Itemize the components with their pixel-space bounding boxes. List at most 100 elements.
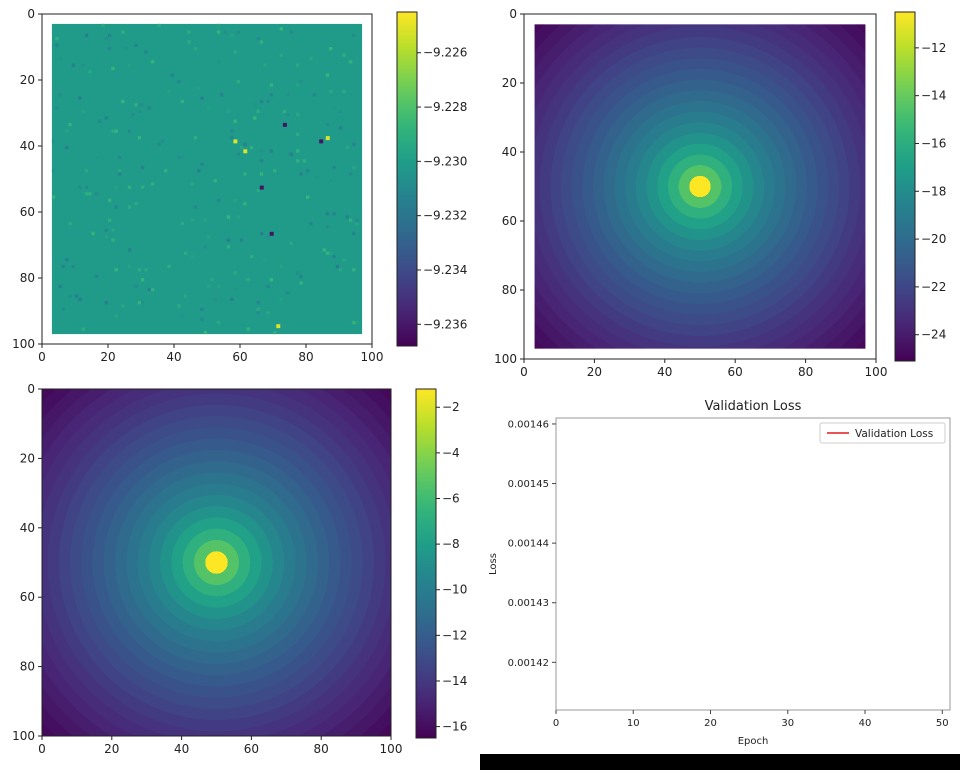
noise-cell [137,268,141,272]
axes-frame [555,417,951,711]
noise-cell [269,83,273,87]
noise-cell [279,27,283,31]
noise-cell [177,304,181,308]
noise-cell [141,278,145,282]
noise-cell [319,139,324,144]
noise-cell [81,63,85,67]
noise-cell [256,37,260,41]
y-tick-label: 0 [27,7,35,21]
noise-cell [200,307,204,311]
noise-cell [289,152,293,156]
noise-cell [259,185,264,190]
noise-cell [352,320,356,325]
noise-cell [141,185,145,189]
colorbar-tick-label: −16 [442,720,467,734]
noise-cell [193,136,198,140]
y-axis-label: Loss [488,553,499,575]
colorbar-tick-label: −14 [921,89,946,103]
heatmap-panel-1: 0 20 40 60 80 100020406080100−12−14−16−18−20−… [494,7,946,379]
noise-cell [259,99,264,104]
noise-cell [58,93,62,97]
noise-cell [342,89,346,94]
noise-cell [84,192,89,196]
noise-cell [243,142,247,146]
noise-cell [104,37,108,41]
noise-cell [207,106,211,110]
y-tick-label: 0.00143 [508,598,549,609]
noise-cell [226,109,231,113]
noise-cell [332,165,336,170]
noise-cell [302,159,306,163]
noise-cell [213,179,217,183]
noise-cell [177,155,181,160]
noise-cell [259,149,264,153]
noise-cell [131,113,135,117]
noise-cell [78,297,82,302]
noise-cell [286,291,290,295]
noise-cell [127,248,132,252]
noise-cell [296,113,300,117]
noise-cell [352,165,356,170]
noise-cell [98,119,102,123]
heatmap-image [51,23,363,335]
noise-cell [114,185,118,189]
line-panel: Validation Loss Epoch Loss 0 10 20 30 40 50 0.001… [488,399,951,747]
colorbar-tick-label: −16 [921,136,946,150]
noise-cell [180,314,184,318]
colorbar-tick-label: −18 [921,184,946,198]
noise-cell [144,268,148,272]
noise-cell [157,142,161,146]
noise-cell [216,60,221,64]
y-tick-label: 100 [494,352,517,366]
noise-cell [233,287,237,292]
noise-cell [91,231,95,236]
chart-title: Validation Loss [705,399,802,414]
colorbar-tick-label: −9.236 [423,317,467,331]
colorbar-tick-label: −8 [442,537,460,551]
colorbar [415,388,437,739]
noise-cell [342,53,346,57]
noise-cell [339,109,343,113]
noise-cell [68,221,72,226]
noise-cell [253,116,257,120]
x-tick-label: 20 [100,350,115,364]
y-tick-label: 60 [20,590,35,604]
noise-cell [282,109,287,113]
noise-cell [127,205,132,209]
noise-cell [127,264,132,269]
noise-cell [348,60,353,64]
x-tick-label: 0 [38,350,46,364]
noise-cell [306,195,310,199]
noise-cell [296,83,300,87]
noise-cell [226,215,231,219]
colorbar-tick-label: −4 [442,446,460,460]
noise-cell [167,264,171,269]
noise-cell [180,99,184,104]
noise-cell [55,37,59,41]
noise-cell [114,268,118,272]
noise-cell [137,109,141,113]
noise-cell [325,251,330,255]
noise-cell [299,80,303,84]
colorbar-tick-label: −9.226 [423,46,467,60]
y-tick-label: 20 [502,76,517,90]
noise-cell [233,198,237,203]
noise-cell [84,169,89,173]
y-tick-label: 0.00145 [508,479,549,490]
noise-cell [329,179,333,183]
noise-cell [111,238,115,242]
noise-cell [51,169,56,173]
noise-cell [253,103,257,107]
noise-cell [325,73,330,77]
noise-cell [127,63,132,67]
noise-cell [296,271,300,275]
noise-cell [51,195,56,199]
noise-cell [75,294,79,298]
noise-cell [84,33,89,38]
noise-cell [332,254,336,259]
noise-cell [269,231,274,236]
heatmap-peak [214,560,219,565]
noise-cell [269,278,273,282]
noise-cell [207,284,211,288]
noise-cell [339,126,343,130]
